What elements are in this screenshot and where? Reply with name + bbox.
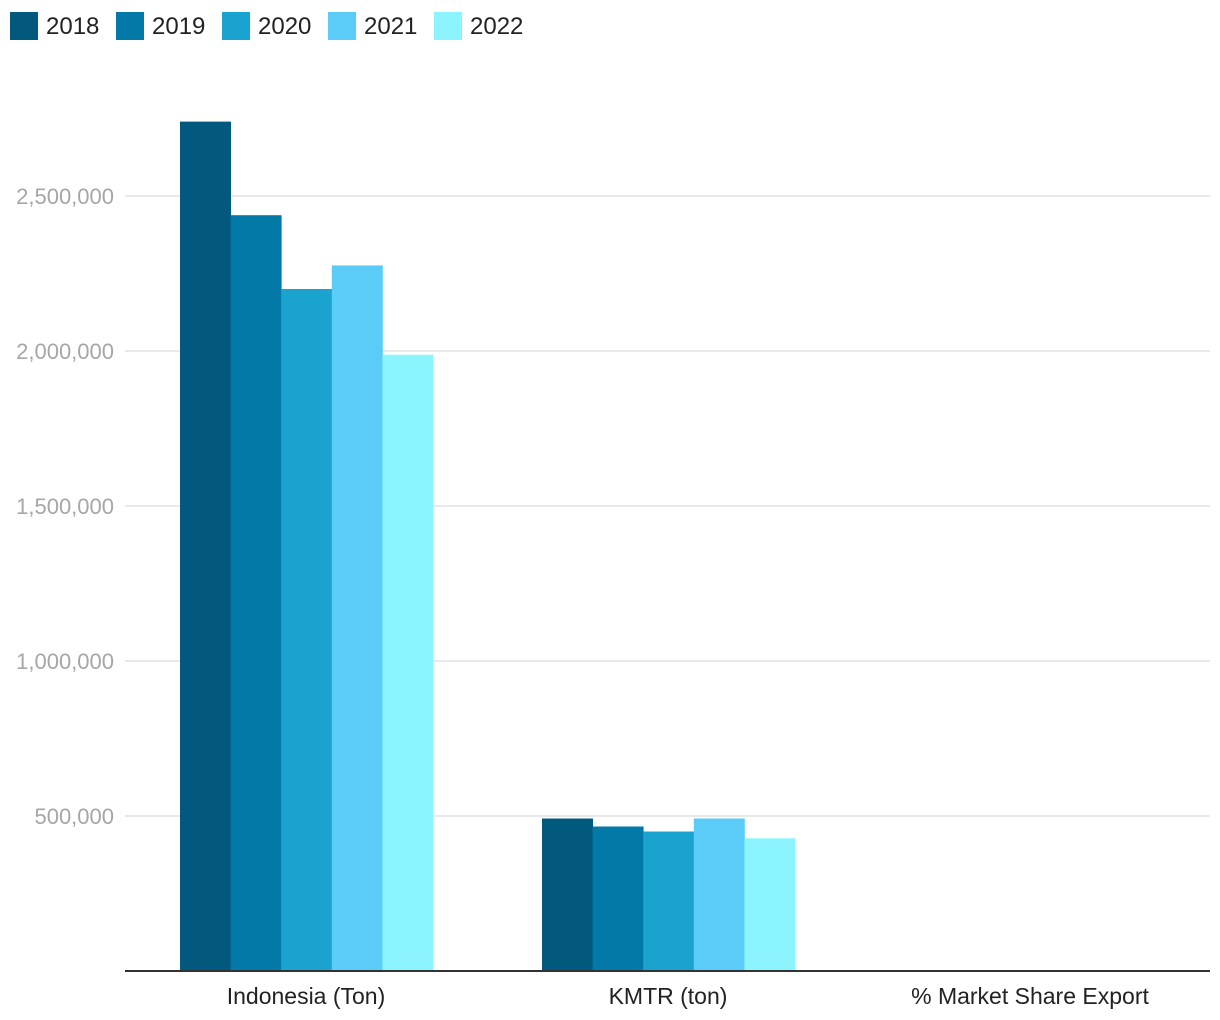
- x-axis: Indonesia (Ton) KMTR (ton) % Market Share …: [125, 970, 1210, 1009]
- x-tick-label: KMTR (ton): [609, 983, 728, 1009]
- y-tick-label: 500,000: [34, 804, 114, 829]
- legend-label-2021: 2021: [364, 13, 417, 40]
- legend-swatch-2022: [434, 12, 462, 40]
- legend: 2018 2019 2020 2021 2022: [10, 12, 523, 40]
- legend-swatch-2019: [116, 12, 144, 40]
- bar-2021-0: [331, 265, 383, 971]
- bar-2019-1: [592, 826, 644, 971]
- legend-label-2018: 2018: [46, 13, 99, 40]
- y-axis: 500,000 1,000,000 1,500,000 2,000,000 2,500,…: [16, 184, 114, 829]
- legend-swatch-2018: [10, 12, 38, 40]
- bars: [180, 121, 796, 972]
- bar-2019-0: [230, 215, 282, 971]
- bar-2020-0: [281, 289, 333, 971]
- y-tick-label: 2,500,000: [16, 184, 114, 209]
- legend-label-2022: 2022: [470, 13, 523, 40]
- y-tick-label: 2,000,000: [16, 339, 114, 364]
- bar-2021-1: [693, 818, 745, 971]
- x-tick-label: Indonesia (Ton): [227, 983, 386, 1009]
- legend-swatch-2020: [222, 12, 250, 40]
- bar-2020-1: [643, 831, 695, 971]
- x-tick-label: % Market Share Export: [911, 983, 1149, 1009]
- bar-2018-1: [542, 818, 593, 971]
- legend-label-2020: 2020: [258, 13, 311, 40]
- legend-label-2019: 2019: [152, 13, 205, 40]
- bar-2018-0: [180, 121, 231, 972]
- legend-swatch-2021: [328, 12, 356, 40]
- y-tick-label: 1,000,000: [16, 649, 114, 674]
- bar-2022-0: [382, 354, 434, 971]
- y-tick-label: 1,500,000: [16, 494, 114, 519]
- bar-2022-1: [744, 838, 796, 971]
